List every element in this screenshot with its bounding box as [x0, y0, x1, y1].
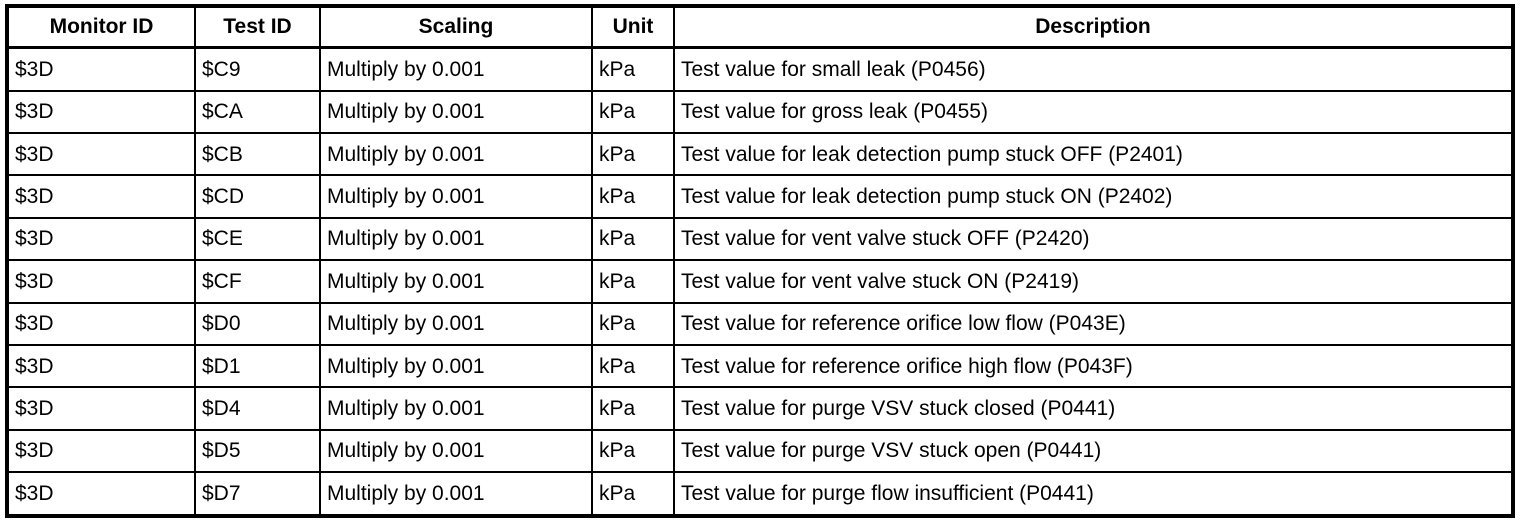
cell-monitor-id: $3D: [6, 174, 196, 219]
cell-monitor-id: $3D: [6, 301, 196, 346]
cell-scaling: Multiply by 0.001: [319, 216, 593, 262]
cell-unit: kPa: [591, 216, 675, 262]
cell-test-id: $D5: [194, 428, 321, 474]
test-values-table: Monitor ID Test ID Scaling Unit Descript…: [5, 4, 1515, 518]
table-body: $3D $C9 Multiply by 0.001 kPa Test value for…: [6, 46, 1514, 517]
column-header-scaling: Scaling: [319, 5, 593, 49]
column-header-monitor-id: Monitor ID: [6, 5, 196, 49]
cell-scaling: Multiply by 0.001: [319, 343, 593, 389]
table-row: $3D $C9 Multiply by 0.001 kPa Test value for…: [6, 46, 1514, 92]
cell-description: Test value for leak detection pump stuck…: [673, 174, 1514, 219]
cell-unit: kPa: [591, 301, 675, 346]
cell-scaling: Multiply by 0.001: [319, 174, 593, 219]
cell-monitor-id: $3D: [6, 343, 196, 389]
cell-description: Test value for reference orifice low flo…: [673, 301, 1514, 346]
table-row: $3D $CA Multiply by 0.001 kPa Test value for…: [6, 89, 1514, 135]
cell-test-id: $C9: [194, 46, 321, 92]
cell-scaling: Multiply by 0.001: [319, 131, 593, 177]
table-row: $3D $CE Multiply by 0.001 kPa Test value for…: [6, 216, 1514, 262]
cell-description: Test value for gross leak (P0455): [673, 89, 1514, 135]
cell-unit: kPa: [591, 46, 675, 92]
cell-test-id: $D7: [194, 471, 321, 517]
cell-description: Test value for purge VSV stuck open (P04…: [673, 428, 1514, 474]
cell-test-id: $CB: [194, 131, 321, 177]
cell-unit: kPa: [591, 89, 675, 135]
cell-monitor-id: $3D: [6, 259, 196, 304]
cell-description: Test value for purge flow insufficient (…: [673, 471, 1514, 517]
cell-monitor-id: $3D: [6, 46, 196, 92]
cell-monitor-id: $3D: [6, 386, 196, 431]
cell-description: Test value for reference orifice high fl…: [673, 343, 1514, 389]
cell-unit: kPa: [591, 131, 675, 177]
cell-description: Test value for vent valve stuck OFF (P24…: [673, 216, 1514, 262]
cell-monitor-id: $3D: [6, 216, 196, 262]
table-row: $3D $D7 Multiply by 0.001 kPa Test value for…: [6, 471, 1514, 517]
cell-scaling: Multiply by 0.001: [319, 471, 593, 517]
cell-scaling: Multiply by 0.001: [319, 89, 593, 135]
cell-monitor-id: $3D: [6, 131, 196, 177]
cell-description: Test value for vent valve stuck ON (P241…: [673, 259, 1514, 304]
cell-monitor-id: $3D: [6, 471, 196, 517]
cell-description: Test value for small leak (P0456): [673, 46, 1514, 92]
cell-unit: kPa: [591, 259, 675, 304]
cell-description: Test value for leak detection pump stuck…: [673, 131, 1514, 177]
cell-scaling: Multiply by 0.001: [319, 386, 593, 431]
table-header-row: Monitor ID Test ID Scaling Unit Descript…: [6, 5, 1514, 49]
cell-unit: kPa: [591, 343, 675, 389]
cell-test-id: $D0: [194, 301, 321, 346]
table-row: $3D $D4 Multiply by 0.001 kPa Test value for…: [6, 386, 1514, 431]
cell-unit: kPa: [591, 174, 675, 219]
table-row: $3D $CF Multiply by 0.001 kPa Test value for…: [6, 259, 1514, 304]
cell-test-id: $CF: [194, 259, 321, 304]
cell-scaling: Multiply by 0.001: [319, 301, 593, 346]
table-header: Monitor ID Test ID Scaling Unit Descript…: [6, 5, 1514, 49]
column-header-unit: Unit: [591, 5, 675, 49]
cell-test-id: $CD: [194, 174, 321, 219]
cell-scaling: Multiply by 0.001: [319, 428, 593, 474]
cell-monitor-id: $3D: [6, 89, 196, 135]
column-header-test-id: Test ID: [194, 5, 321, 49]
table-row: $3D $D0 Multiply by 0.001 kPa Test value for…: [6, 301, 1514, 346]
cell-description: Test value for purge VSV stuck closed (P…: [673, 386, 1514, 431]
cell-test-id: $CE: [194, 216, 321, 262]
cell-test-id: $D1: [194, 343, 321, 389]
table-row: $3D $CD Multiply by 0.001 kPa Test value for…: [6, 174, 1514, 219]
table-row: $3D $CB Multiply by 0.001 kPa Test value for…: [6, 131, 1514, 177]
cell-unit: kPa: [591, 386, 675, 431]
table-row: $3D $D5 Multiply by 0.001 kPa Test value for…: [6, 428, 1514, 474]
cell-monitor-id: $3D: [6, 428, 196, 474]
cell-scaling: Multiply by 0.001: [319, 46, 593, 92]
table-row: $3D $D1 Multiply by 0.001 kPa Test value for…: [6, 343, 1514, 389]
cell-test-id: $CA: [194, 89, 321, 135]
column-header-description: Description: [673, 5, 1514, 49]
cell-scaling: Multiply by 0.001: [319, 259, 593, 304]
cell-test-id: $D4: [194, 386, 321, 431]
cell-unit: kPa: [591, 471, 675, 517]
cell-unit: kPa: [591, 428, 675, 474]
